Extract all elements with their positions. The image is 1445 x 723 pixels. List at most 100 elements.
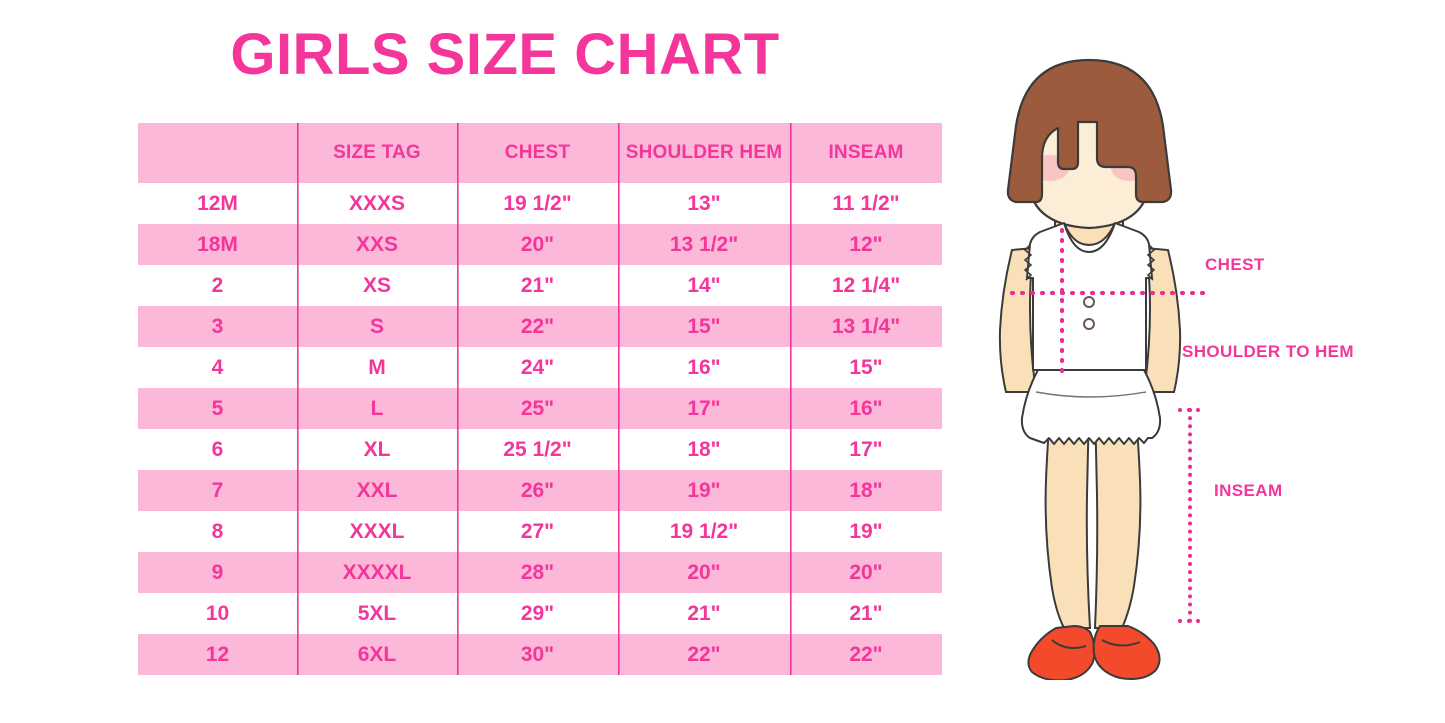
inseam-bracket-bottom-cap (1178, 619, 1200, 623)
arm-right-shape (1142, 246, 1182, 393)
cell-size: 6 (211, 437, 224, 461)
cell-chest: 25 1/2" (457, 429, 618, 470)
cell-inseam: 21" (790, 593, 942, 634)
cell-inseam: 15" (790, 347, 942, 388)
girl-figure-illustration (960, 40, 1260, 680)
table-row: 3 S 22" 15" 13 1/4" (138, 306, 942, 347)
column-header-size-tag: SIZE TAG (297, 123, 457, 183)
cell-shoulder-hem: 13" (618, 183, 790, 224)
sleeve-ruffle-left-icon (1023, 244, 1033, 281)
cell-chest: 28" (457, 552, 618, 593)
callout-label-chest: CHEST (1205, 255, 1265, 274)
cell-size-tag: 5XL (297, 593, 457, 634)
cell-shoulder-hem: 17" (618, 388, 790, 429)
cell-size-tag: XXL (297, 470, 457, 511)
table-row: 18M XXS 20" 13 1/2" 12" (138, 224, 942, 265)
cell-inseam: 12" (790, 224, 942, 265)
cell-size: 7 (211, 478, 224, 502)
cell-size-tag: 6XL (297, 634, 457, 675)
column-header-chest: CHEST (457, 123, 618, 183)
cell-size: 10 (205, 601, 230, 625)
cell-size-tag: M (297, 347, 457, 388)
page-title: GIRLS SIZE CHART (230, 22, 780, 87)
cell-chest: 30" (457, 634, 618, 675)
table-row: 5 L 25" 17" 16" (138, 388, 942, 429)
table-row: 12 6XL 30" 22" 22" (138, 634, 942, 675)
table-row: 10 5XL 29" 21" 21" (138, 593, 942, 634)
table-row: 7 XXL 26" 19" 18" (138, 470, 942, 511)
cell-inseam: 22" (790, 634, 942, 675)
cell-chest: 26" (457, 470, 618, 511)
cell-inseam: 12 1/4" (790, 265, 942, 306)
cell-inseam: 18" (790, 470, 942, 511)
callout-label-inseam: INSEAM (1214, 481, 1283, 500)
cell-chest: 22" (457, 306, 618, 347)
size-chart-table: SIZE TAG CHEST SHOULDER HEM INSEAM 12M XX… (138, 123, 942, 675)
cell-size-tag: XXXL (297, 511, 457, 552)
cell-size: 8 (211, 519, 224, 543)
cell-size: 5 (211, 396, 224, 420)
table-row: 4 M 24" 16" 15" (138, 347, 942, 388)
button-lower-icon (1083, 318, 1095, 330)
cell-shoulder-hem: 22" (618, 634, 790, 675)
shoe-left-shape (1027, 624, 1096, 680)
cell-size-tag: XL (297, 429, 457, 470)
inseam-guide-bracket (1178, 408, 1208, 623)
skirt-seam-line (1035, 391, 1147, 398)
table-row: 6 XL 25 1/2" 18" 17" (138, 429, 942, 470)
cell-size: 18M (197, 232, 238, 256)
column-header-size (138, 123, 297, 183)
cell-shoulder-hem: 15" (618, 306, 790, 347)
callout-label-shoulder-to-hem: SHOULDER TO HEM (1182, 342, 1354, 361)
inseam-bracket-line (1188, 408, 1192, 623)
cell-chest: 24" (457, 347, 618, 388)
cell-shoulder-hem: 19" (618, 470, 790, 511)
button-upper-icon (1083, 296, 1095, 308)
cell-size: 3 (211, 314, 224, 338)
hair-shape (1006, 58, 1173, 204)
cell-size: 12M (197, 191, 238, 215)
cell-inseam: 19" (790, 511, 942, 552)
cell-size-tag: XS (297, 265, 457, 306)
cell-chest: 25" (457, 388, 618, 429)
girl-figure-svg (998, 58, 1210, 680)
cell-size: 4 (211, 355, 224, 379)
cell-chest: 19 1/2" (457, 183, 618, 224)
cell-chest: 20" (457, 224, 618, 265)
cell-chest: 21" (457, 265, 618, 306)
table-header-row: SIZE TAG CHEST SHOULDER HEM INSEAM (138, 123, 942, 183)
cell-chest: 29" (457, 593, 618, 634)
cell-shoulder-hem: 18" (618, 429, 790, 470)
cell-inseam: 17" (790, 429, 942, 470)
cell-shoulder-hem: 19 1/2" (618, 511, 790, 552)
cell-inseam: 16" (790, 388, 942, 429)
cell-shoulder-hem: 16" (618, 347, 790, 388)
shoe-left-strap (1051, 639, 1087, 649)
column-header-inseam: INSEAM (790, 123, 942, 183)
shoe-right-strap (1101, 639, 1141, 647)
cell-inseam: 11 1/2" (790, 183, 942, 224)
cell-size: 12 (205, 642, 230, 666)
table-row: 2 XS 21" 14" 12 1/4" (138, 265, 942, 306)
table-row: 9 XXXXL 28" 20" 20" (138, 552, 942, 593)
cell-chest: 27" (457, 511, 618, 552)
cell-size-tag: XXXS (297, 183, 457, 224)
cell-size: 2 (211, 273, 224, 297)
cell-inseam: 20" (790, 552, 942, 593)
cell-shoulder-hem: 21" (618, 593, 790, 634)
skirt-shape (1020, 369, 1162, 445)
sleeve-ruffle-right-icon (1146, 244, 1156, 281)
table-header: SIZE TAG CHEST SHOULDER HEM INSEAM (138, 123, 942, 183)
cell-shoulder-hem: 20" (618, 552, 790, 593)
cell-inseam: 13 1/4" (790, 306, 942, 347)
cell-size-tag: L (297, 388, 457, 429)
cell-size-tag: XXXXL (297, 552, 457, 593)
cell-size-tag: XXS (297, 224, 457, 265)
neckline-shape (1063, 222, 1116, 254)
column-header-shoulder-hem: SHOULDER HEM (618, 123, 790, 183)
cell-shoulder-hem: 14" (618, 265, 790, 306)
cell-shoulder-hem: 13 1/2" (618, 224, 790, 265)
cell-size: 9 (211, 560, 224, 584)
table-row: 12M XXXS 19 1/2" 13" 11 1/2" (138, 183, 942, 224)
table-body: 12M XXXS 19 1/2" 13" 11 1/2" 18M XXS 20" 13 1/2"… (138, 183, 942, 675)
